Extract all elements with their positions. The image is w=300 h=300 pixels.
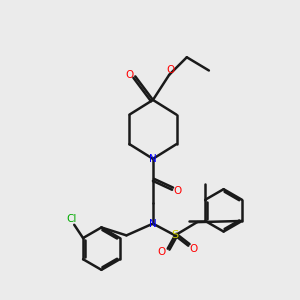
- Text: Cl: Cl: [66, 214, 76, 224]
- Text: S: S: [172, 230, 178, 240]
- Text: O: O: [189, 244, 197, 254]
- Text: O: O: [173, 186, 181, 196]
- Text: N: N: [149, 154, 157, 164]
- Text: N: N: [149, 219, 157, 229]
- Text: O: O: [126, 70, 134, 80]
- Text: O: O: [157, 247, 165, 256]
- Text: O: O: [167, 64, 175, 75]
